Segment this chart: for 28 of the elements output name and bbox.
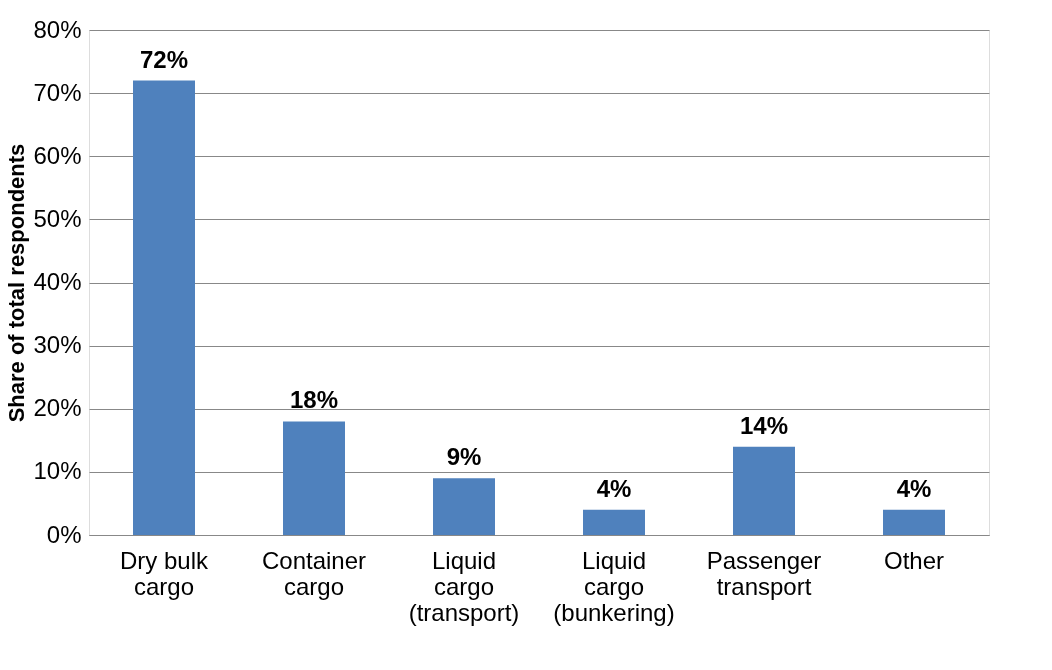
y-tick-label: 30% <box>33 331 82 359</box>
x-tick-label: Container cargo <box>261 546 367 600</box>
y-tick-label: 80% <box>33 15 82 43</box>
y-tick-label: 50% <box>33 204 82 232</box>
y-tick-label: 60% <box>33 141 82 169</box>
x-tick-label: Liquid cargo (bunkering) <box>553 546 675 626</box>
data-label: 4% <box>596 474 632 502</box>
data-label: 9% <box>446 443 482 471</box>
x-tick-label: Dry bulk cargo <box>119 546 209 600</box>
data-label: 14% <box>739 411 789 439</box>
y-tick-label: 40% <box>33 268 82 295</box>
data-label: 72% <box>139 45 189 73</box>
bar <box>283 421 345 535</box>
y-axis-title: Share of total respondents <box>4 143 30 423</box>
bar <box>733 446 795 535</box>
data-label: 18% <box>289 386 339 414</box>
x-tick-label: Other <box>883 546 945 574</box>
y-tick-label: 0% <box>46 520 82 548</box>
y-tick-label: 70% <box>33 78 82 106</box>
y-tick-label: 10% <box>33 457 82 485</box>
bar <box>583 509 645 535</box>
x-tick-label: Passenger transport <box>706 546 822 600</box>
bar <box>433 478 495 535</box>
x-tick-label: Liquid cargo (transport) <box>408 546 520 626</box>
data-label: 4% <box>896 474 932 502</box>
bar <box>133 80 195 535</box>
y-tick-label: 20% <box>33 394 82 422</box>
bar <box>883 509 945 535</box>
